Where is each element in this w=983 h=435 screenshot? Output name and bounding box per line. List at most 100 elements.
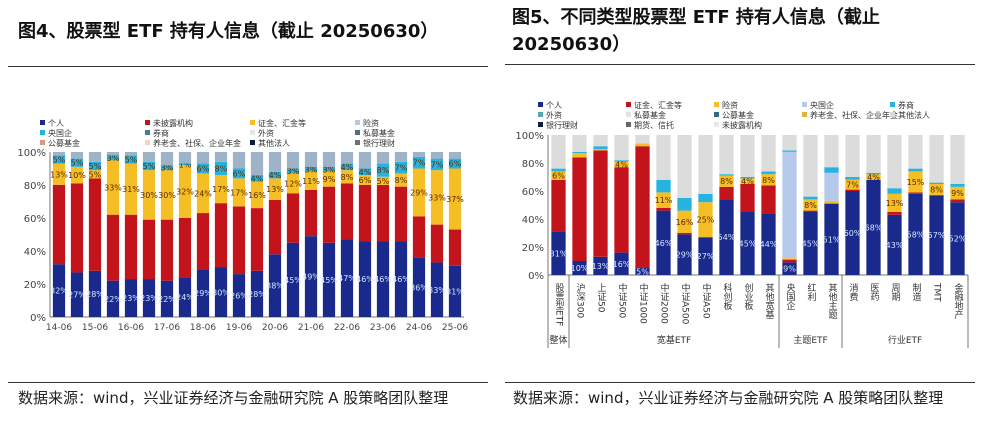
bar-segment (908, 193, 923, 275)
legend-swatch (250, 120, 255, 125)
bar-segment (551, 135, 566, 169)
bar-segment (782, 151, 797, 259)
category-label: 其他宽基 (764, 283, 775, 319)
bar-segment (124, 152, 138, 156)
data-label: 17% (230, 188, 248, 197)
data-label: 8% (341, 173, 354, 182)
data-label: 29% (410, 188, 428, 197)
bar-segment (803, 196, 818, 200)
bar-segment (394, 241, 408, 317)
category-label: 上证50 (596, 283, 607, 313)
bar-segment (908, 171, 923, 193)
x-tick-label: 21-06 (298, 323, 324, 333)
legend-swatch (538, 102, 543, 107)
bar-segment (572, 153, 587, 158)
bar-segment (160, 165, 174, 171)
bar-segment (178, 163, 192, 166)
y-tick-label: 80% (522, 159, 544, 170)
legend-swatch (890, 102, 895, 107)
data-label: 5% (71, 159, 84, 168)
category-label: 金融地产 (953, 282, 964, 320)
data-label: 27% (697, 252, 715, 261)
bar-segment (268, 178, 282, 200)
group-label: 整体 (549, 334, 567, 346)
y-tick-label: 40% (522, 215, 544, 226)
bar-segment (322, 186, 336, 243)
bar-segment (635, 135, 650, 144)
bar-segment (677, 234, 692, 275)
bar-segment (698, 135, 713, 194)
bar-segment (178, 165, 192, 218)
x-tick-label: 14-06 (46, 323, 72, 333)
data-label: 6% (449, 160, 462, 169)
bar-segment (394, 152, 408, 162)
x-tick-label: 24-06 (406, 323, 432, 333)
data-label: 5% (636, 268, 649, 277)
legend-label: 公募基金 (48, 138, 80, 148)
bar-segment (719, 186, 734, 200)
x-tick-label: 16-06 (118, 323, 144, 333)
bar-segment (782, 258, 797, 260)
bar-segment (70, 183, 84, 273)
bar-segment (358, 168, 372, 176)
bar-segment (430, 224, 444, 263)
bar-segment (286, 152, 300, 169)
bar-segment (761, 185, 776, 214)
bar-segment (358, 175, 372, 185)
data-label: 3% (305, 165, 318, 174)
bar-segment (614, 161, 629, 168)
bar-segment (88, 178, 102, 271)
data-label: 57% (928, 231, 946, 240)
legend-label: 个人 (546, 101, 562, 110)
right-source-divider (505, 382, 975, 383)
bar-segment (866, 135, 881, 173)
data-label: 5% (125, 155, 138, 164)
data-label: 8% (395, 176, 408, 185)
legend-swatch (40, 120, 45, 125)
x-tick-label: 17-06 (154, 323, 180, 333)
data-label: 8% (215, 165, 228, 174)
legend-swatch (145, 120, 150, 125)
data-label: 22% (104, 295, 122, 304)
data-label: 6% (552, 172, 565, 181)
bar-segment (448, 158, 462, 169)
legend-swatch (250, 130, 255, 135)
bar-segment (782, 259, 797, 263)
category-label: 中证1000 (638, 282, 649, 324)
data-label: 32% (50, 287, 68, 296)
bar-segment (929, 182, 944, 184)
bar-segment (908, 135, 923, 169)
bar-segment (124, 163, 138, 215)
bar-segment (340, 152, 354, 164)
group-label: 行业ETF (888, 334, 922, 346)
data-label: 45% (320, 276, 338, 285)
bar-segment (70, 166, 84, 184)
data-label: 68% (865, 223, 883, 232)
bar-segment (593, 135, 608, 147)
bar-segment (394, 161, 408, 174)
data-label: 7% (395, 164, 408, 173)
data-label: 4% (741, 177, 754, 186)
bar-segment (803, 210, 818, 212)
bar-segment (160, 152, 174, 166)
legend-label: 证金、汇金等 (258, 118, 306, 128)
data-label: 6% (197, 165, 210, 174)
data-label: 37% (446, 195, 464, 204)
bar-segment (394, 186, 408, 242)
legend-label: 私募基金 (363, 128, 395, 138)
bar-segment (593, 256, 608, 275)
bar-segment (677, 233, 692, 235)
data-label: 27% (68, 291, 86, 300)
y-tick-label: 0% (528, 271, 544, 282)
data-label: 8% (930, 186, 943, 195)
left-title-divider (8, 66, 488, 67)
bar-segment (52, 264, 66, 317)
data-label: 10% (68, 171, 86, 180)
bar-segment (340, 170, 354, 184)
bar-segment (304, 171, 318, 190)
bar-segment (196, 152, 210, 164)
bar-segment (178, 218, 192, 278)
bar-segment (376, 176, 390, 185)
bar-segment (572, 135, 587, 152)
legend-label: 险资 (363, 118, 379, 128)
